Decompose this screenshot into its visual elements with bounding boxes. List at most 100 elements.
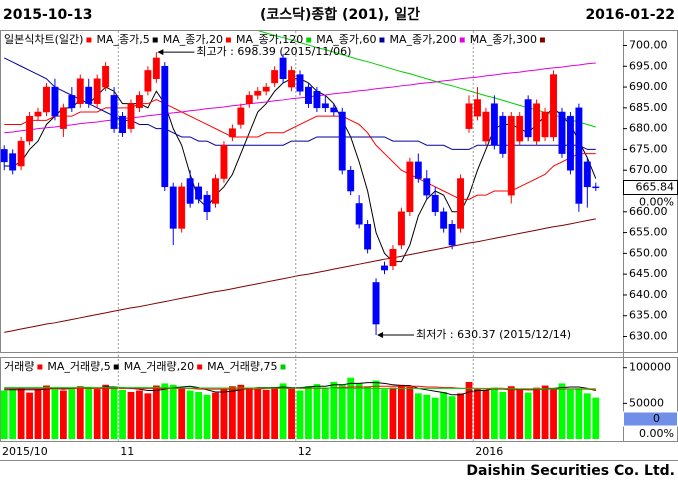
legend-swatch <box>37 364 43 370</box>
volume-bar <box>34 389 42 439</box>
volume-bar <box>313 384 321 439</box>
volume-bar <box>178 388 186 439</box>
volume-bar <box>254 389 262 439</box>
footer: Daishin Securities Co. Ltd. <box>466 463 675 479</box>
volume-bar <box>119 389 126 439</box>
candle-body <box>338 111 346 171</box>
current-volume-box <box>623 411 678 427</box>
volume-bar <box>59 390 67 439</box>
volume-bar <box>330 381 338 439</box>
candle-body <box>93 78 101 104</box>
candle-body <box>457 178 465 229</box>
candle-body <box>490 103 498 146</box>
volume-bar <box>558 383 566 439</box>
y-tick-label: 700.00 <box>629 38 668 51</box>
volume-bar <box>245 387 253 439</box>
legend-label: 거래량 <box>4 360 34 373</box>
volume-bar <box>17 387 25 439</box>
volume-bar <box>169 384 177 439</box>
volume-bar <box>26 392 33 439</box>
volume-bar <box>305 386 312 439</box>
candle-body <box>17 140 25 167</box>
candle-body <box>161 66 169 188</box>
candle-body <box>271 70 279 84</box>
candle-body <box>195 186 203 200</box>
candle-body <box>321 103 329 109</box>
start-date: 2015-10-13 <box>3 7 93 23</box>
volume-bar <box>144 393 152 439</box>
legend-swatch <box>539 37 545 43</box>
candle-body <box>566 115 574 171</box>
candle-body <box>516 115 524 142</box>
candle-body <box>110 95 118 129</box>
volume-bar <box>490 387 498 439</box>
legend-swatch <box>225 37 231 43</box>
y-tick-label: 660.00 <box>629 205 668 218</box>
legend-swatch <box>197 364 203 370</box>
candle-body <box>414 161 422 179</box>
candle-body <box>541 111 549 138</box>
volume-bar <box>338 384 346 439</box>
legend-entry: MA_종가,60 <box>316 33 376 46</box>
volume-bar <box>550 389 557 439</box>
volume-bar <box>228 386 236 439</box>
candle-body <box>355 203 363 225</box>
candle-body <box>372 282 380 325</box>
price-change: 0.00% <box>639 196 674 209</box>
volume-bar <box>237 384 245 439</box>
candle-body <box>228 128 236 138</box>
legend-swatch <box>459 37 465 43</box>
volume-bar <box>414 393 422 439</box>
volume-bar <box>482 390 490 439</box>
candle-body <box>364 224 372 250</box>
candle-body <box>558 111 566 154</box>
candle-body <box>482 111 490 142</box>
volume-bar <box>279 383 287 439</box>
volume-bar <box>389 387 397 439</box>
y-tick-label: 640.00 <box>629 288 668 301</box>
volume-bar <box>364 386 372 439</box>
candle-body <box>59 107 67 129</box>
volume-bar <box>406 386 414 439</box>
candle-body <box>406 161 414 213</box>
legend-swatch <box>152 37 158 43</box>
volume-bar <box>499 391 507 439</box>
legend-swatch <box>379 37 385 43</box>
y-tick-label: 670.00 <box>629 163 668 176</box>
candle-body <box>9 153 17 171</box>
candle-body <box>474 99 481 117</box>
candle-body <box>127 103 135 129</box>
candle-body <box>440 211 448 229</box>
volume-bar <box>195 391 202 439</box>
volume-bar <box>541 385 549 439</box>
candle-body <box>423 178 431 196</box>
y-tick-label: 680.00 <box>629 122 668 135</box>
legend-swatch <box>306 37 312 43</box>
volume-bar <box>152 385 160 439</box>
volume-bar <box>448 396 456 439</box>
volume-bar <box>93 389 101 439</box>
candle-body <box>26 115 34 142</box>
legend-entry: MA_종가,5 <box>96 33 149 46</box>
candle-body <box>305 86 312 104</box>
candle-body <box>85 86 93 104</box>
candle-body <box>102 66 110 88</box>
legend-label: 일본식차트(일간) <box>4 32 83 46</box>
volume-bar <box>102 384 110 439</box>
volume-bar <box>85 386 93 439</box>
candle-body <box>186 178 194 204</box>
x-tick-label: 11 <box>120 445 134 458</box>
candle-body <box>583 161 591 188</box>
candle-body <box>389 248 397 267</box>
y-tick-label: 675.00 <box>629 142 668 155</box>
y-tick-label: 690.00 <box>629 80 668 93</box>
ma-line <box>4 387 596 390</box>
volume-bar <box>355 383 363 439</box>
current-price: 665.84 <box>636 181 675 194</box>
x-tick-label: 2015/10 <box>2 445 48 458</box>
legend-swatch <box>86 37 92 43</box>
y-tick-label: 100000 <box>629 361 671 374</box>
volume-bar <box>465 381 473 439</box>
legend-entry: MA_거래량,5 <box>47 360 110 373</box>
current-volume: 0 <box>653 412 660 425</box>
